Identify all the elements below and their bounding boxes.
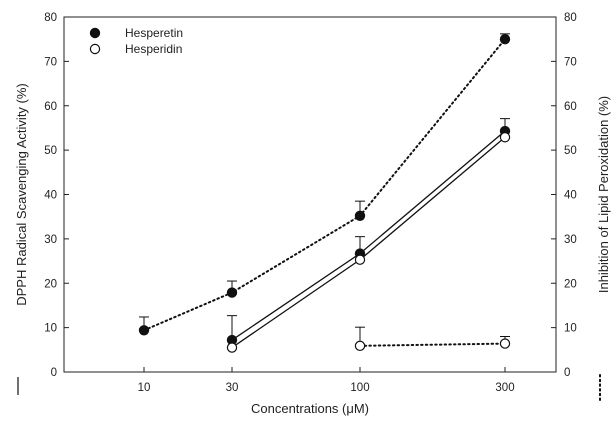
y-right-tick-label: 70 <box>564 56 577 68</box>
legend: Hesperetin Hesperidin <box>90 26 183 56</box>
axis-titles: Concentrations (μM) DPPH Radical Scaveng… <box>14 83 611 416</box>
data-point-open <box>500 133 509 142</box>
y-left-tick-label: 30 <box>44 234 57 246</box>
y-right-axis-title: Inhibition of Lipid Peroxidation (%) <box>596 96 611 293</box>
data-point-filled <box>355 211 364 220</box>
series-line <box>232 137 505 347</box>
series-0 <box>227 119 510 345</box>
series-line <box>144 39 505 330</box>
series-line <box>360 344 505 346</box>
data-point-filled <box>227 288 236 297</box>
data-point-open <box>355 255 364 264</box>
y-right-tick-label: 80 <box>564 12 577 24</box>
legend-label: Hesperetin <box>125 26 183 40</box>
y-left-tick-label: 80 <box>44 12 57 24</box>
series-line <box>232 131 505 340</box>
legend-label: Hesperidin <box>125 42 182 56</box>
legend-marker-filled <box>90 28 99 37</box>
data-point-open <box>355 341 364 350</box>
y-right-tick-label: 50 <box>564 145 577 157</box>
legend-marker-open <box>90 44 99 53</box>
data-point-open <box>227 343 236 352</box>
y-left-tick-label: 40 <box>44 190 57 202</box>
y-left-tick-label: 60 <box>44 101 57 113</box>
x-tick-label: 300 <box>495 382 514 394</box>
x-axis-title: Concentrations (μM) <box>251 401 369 416</box>
data-point-filled <box>500 35 509 44</box>
data-point-open <box>500 339 509 348</box>
y-left-tick-label: 10 <box>44 323 57 335</box>
y-left-tick-label: 20 <box>44 278 57 290</box>
x-tick-label: 10 <box>138 382 151 394</box>
series-group <box>139 34 510 352</box>
y-right-tick-label: 20 <box>564 278 577 290</box>
series-1 <box>227 133 509 353</box>
y-right-tick-label: 0 <box>564 367 570 379</box>
data-point-filled <box>139 326 148 335</box>
y-left-tick-label: 0 <box>51 367 57 379</box>
y-left-tick-label: 70 <box>44 56 57 68</box>
plot-frame <box>64 17 556 372</box>
y-left-tick-label: 50 <box>44 145 57 157</box>
axis-ticks: 0 0 10 10 20 20 30 30 40 40 50 50 60 60 70 70 80 80 10 30 10… <box>44 12 577 394</box>
y-right-tick-label: 30 <box>564 234 577 246</box>
x-tick-label: 30 <box>226 382 239 394</box>
y-right-tick-label: 60 <box>564 101 577 113</box>
x-tick-label: 100 <box>350 382 369 394</box>
plot-border <box>64 17 556 372</box>
y-right-tick-label: 40 <box>564 190 577 202</box>
y-right-tick-label: 10 <box>564 323 577 335</box>
series-2 <box>139 34 510 335</box>
y-left-axis-title: DPPH Radical Scavenging Activity (%) <box>14 83 29 306</box>
series-3 <box>355 327 510 350</box>
